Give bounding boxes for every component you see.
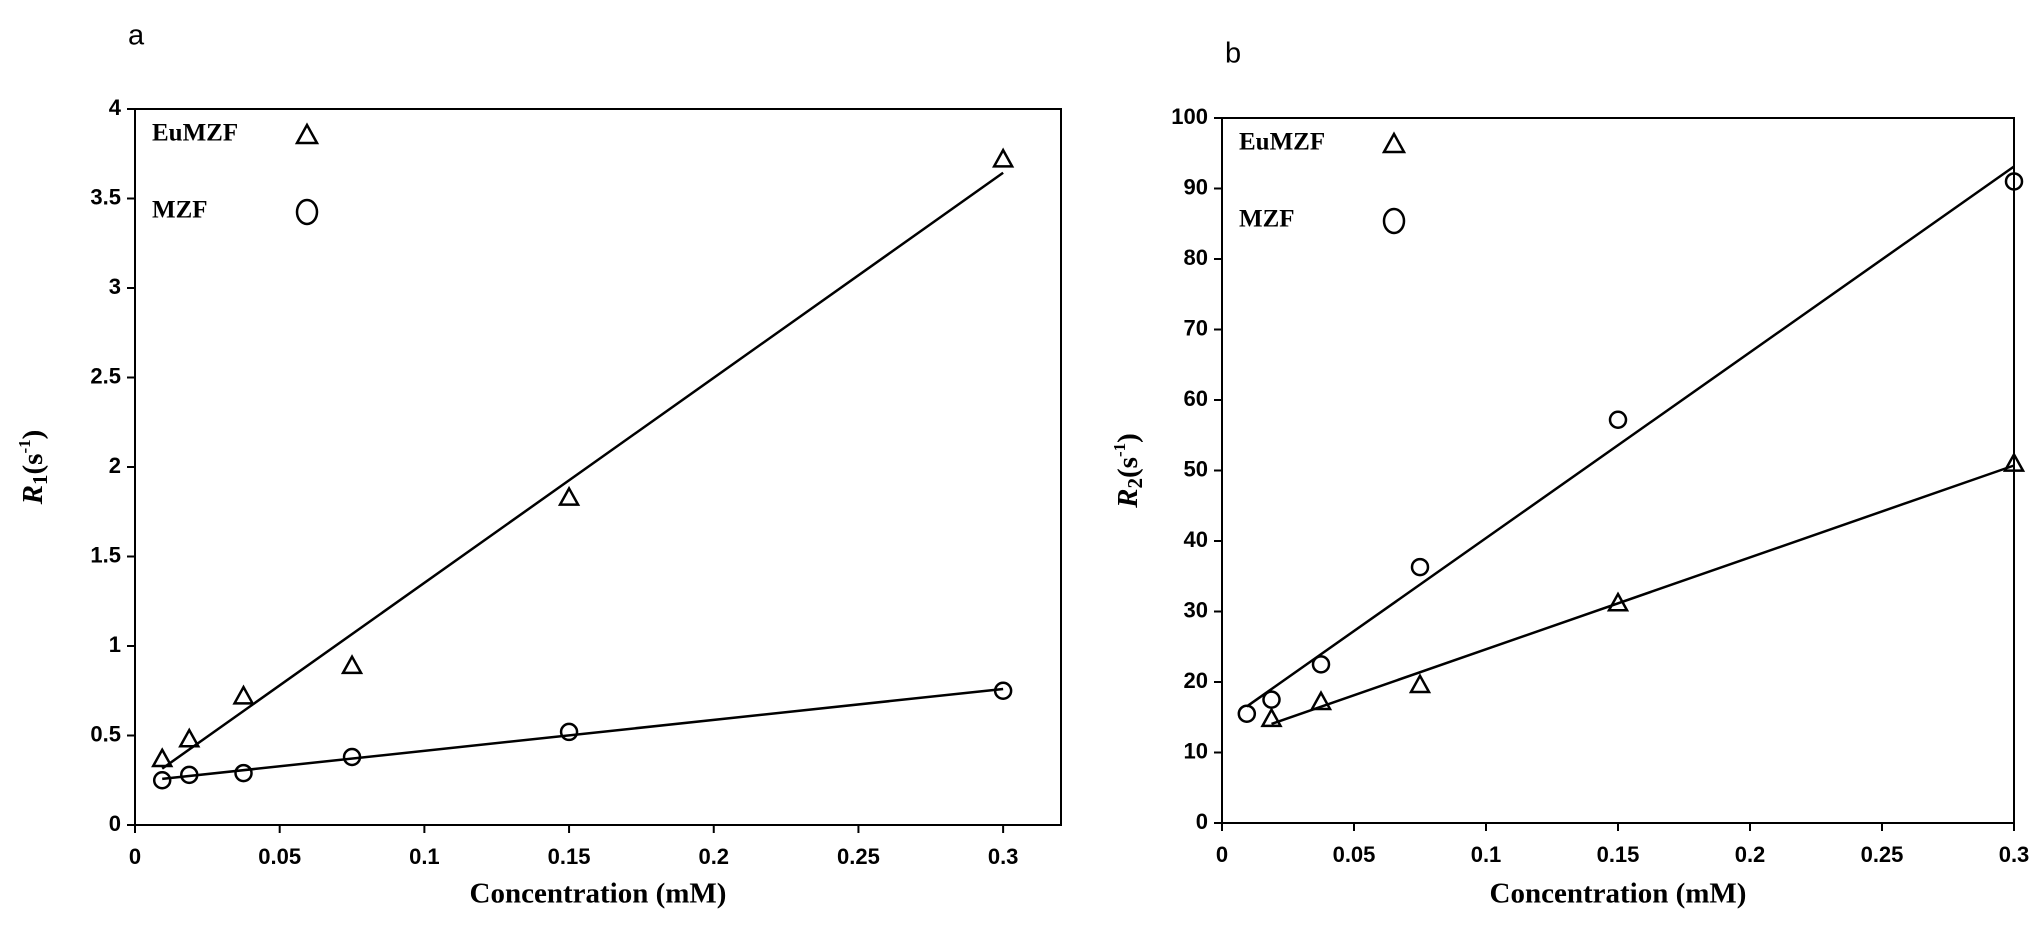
point [340,654,364,675]
point [992,147,1015,168]
point [234,763,253,783]
y-axis-title-part: -1 [1110,443,1129,457]
y-tick-label: 2.5 [90,363,121,388]
y-axis-title-part: 2 [1123,478,1147,489]
point [1262,690,1281,709]
y-tick-label: 4 [109,95,122,120]
point [1408,673,1432,694]
x-axis-title: Concentration (mM) [470,878,727,910]
x-tick-label: 0.05 [258,844,301,869]
x-tick-label: 0.15 [548,844,591,869]
y-tick-label: 80 [1184,245,1208,270]
plot-frame [1221,117,2015,824]
y-tick-label: 0 [109,811,121,836]
trend-line [162,687,1004,781]
x-tick-label: 0 [129,844,141,869]
trend-line [1246,165,2015,708]
y-tick-label: 50 [1184,456,1208,481]
y-axis-title: R1(s-1) [15,430,52,506]
point [2002,451,2026,472]
legend-marker [294,122,320,145]
legend-label: EuMZF [1239,129,1325,156]
panel-label: b [1225,38,1241,70]
point [1608,410,1628,429]
x-tick-label: 0 [1216,842,1228,867]
point [1311,655,1331,674]
x-tick-label: 0.3 [988,844,1019,869]
y-axis-title-part: ) [1112,433,1144,443]
trend-line [161,171,1004,770]
x-axis-title: Concentration (mM) [1490,878,1747,910]
y-tick-label: 3 [109,274,121,299]
legend-label: MZF [152,197,208,224]
legend-marker [1381,131,1407,154]
point [1410,557,1430,577]
y-tick-label: 40 [1184,527,1208,552]
x-tick-label: 0.3 [1999,842,2030,867]
y-tick-label: 20 [1184,668,1208,693]
point [178,727,201,748]
point [151,747,174,768]
y-tick-label: 90 [1184,174,1208,199]
x-tick-label: 0.1 [409,844,440,869]
y-axis-title-part: (s [1112,457,1144,478]
y-tick-label: 1 [109,632,121,657]
point [152,771,172,790]
legend-label: MZF [1239,206,1295,233]
panel-label: a [128,20,145,52]
y-tick-label: 60 [1184,386,1208,411]
point [559,722,579,742]
y-tick-label: 70 [1184,315,1208,340]
point [1237,704,1257,723]
x-tick-label: 0.1 [1471,842,1502,867]
y-tick-label: 30 [1184,597,1208,622]
point [557,485,581,506]
x-tick-label: 0.05 [1333,842,1376,867]
y-tick-label: 100 [1171,104,1208,129]
legend-marker [295,198,319,226]
point [1309,690,1333,711]
y-tick-label: 10 [1184,738,1208,763]
y-axis-title-part: -1 [15,439,34,453]
y-tick-label: 3.5 [90,184,121,209]
y-axis-title-part: ) [17,430,49,440]
y-axis-title-part: R [17,485,49,505]
legend-marker [1382,207,1406,235]
y-axis-title-part: (s [17,454,49,475]
y-axis-title-part: 1 [28,474,52,485]
y-tick-label: 2 [109,453,121,478]
x-tick-label: 0.2 [698,844,729,869]
x-tick-label: 0.25 [837,844,880,869]
x-tick-label: 0.25 [1861,842,1904,867]
x-tick-label: 0.2 [1735,842,1766,867]
legend-label: EuMZF [152,120,238,147]
point [2004,172,2024,191]
y-tick-label: 0 [1196,809,1208,834]
point [1260,707,1283,728]
plot-frame [134,108,1062,826]
x-tick-label: 0.15 [1597,842,1640,867]
y-axis-title-part: R [1112,488,1144,508]
y-tick-label: 0.5 [90,721,121,746]
trend-line [1271,464,2015,726]
y-tick-label: 1.5 [90,542,121,567]
point [232,684,255,705]
y-axis-title: R2(s-1) [1110,433,1147,509]
